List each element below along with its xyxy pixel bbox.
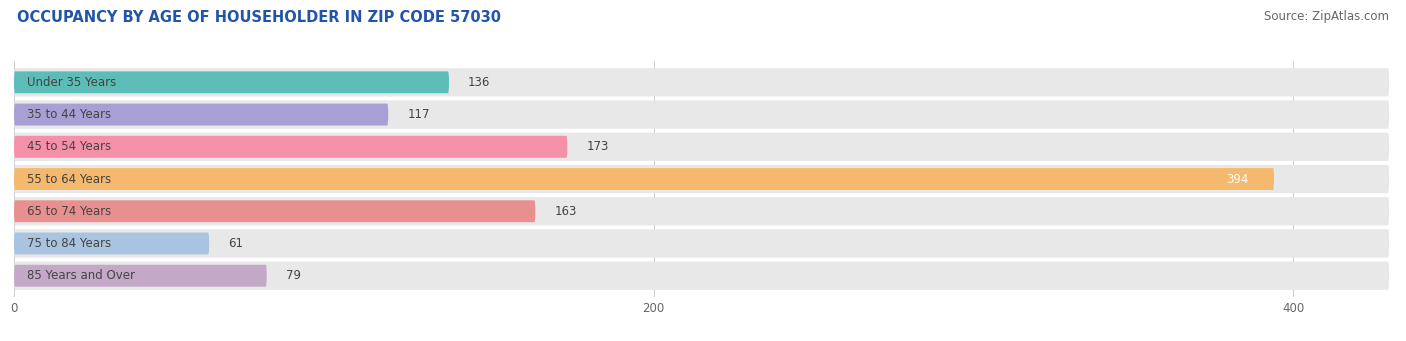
FancyBboxPatch shape (14, 168, 1274, 190)
Text: 65 to 74 Years: 65 to 74 Years (27, 205, 111, 218)
Text: 35 to 44 Years: 35 to 44 Years (27, 108, 111, 121)
Text: 163: 163 (554, 205, 576, 218)
FancyBboxPatch shape (14, 265, 267, 287)
Text: 394: 394 (1226, 173, 1249, 186)
Text: 61: 61 (228, 237, 243, 250)
Text: 75 to 84 Years: 75 to 84 Years (27, 237, 111, 250)
FancyBboxPatch shape (14, 136, 567, 158)
FancyBboxPatch shape (14, 68, 1389, 97)
Text: 136: 136 (468, 76, 491, 89)
FancyBboxPatch shape (14, 233, 209, 254)
Text: Source: ZipAtlas.com: Source: ZipAtlas.com (1264, 10, 1389, 23)
FancyBboxPatch shape (14, 104, 388, 125)
Text: OCCUPANCY BY AGE OF HOUSEHOLDER IN ZIP CODE 57030: OCCUPANCY BY AGE OF HOUSEHOLDER IN ZIP C… (17, 10, 501, 25)
FancyBboxPatch shape (14, 71, 449, 93)
FancyBboxPatch shape (14, 262, 1389, 290)
FancyBboxPatch shape (14, 229, 1389, 258)
FancyBboxPatch shape (14, 197, 1389, 225)
Text: 45 to 54 Years: 45 to 54 Years (27, 140, 111, 153)
Text: 79: 79 (285, 269, 301, 282)
FancyBboxPatch shape (14, 200, 536, 222)
FancyBboxPatch shape (14, 133, 1389, 161)
FancyBboxPatch shape (14, 100, 1389, 129)
Text: 173: 173 (586, 140, 609, 153)
Text: 85 Years and Over: 85 Years and Over (27, 269, 135, 282)
FancyBboxPatch shape (14, 165, 1389, 193)
Text: 117: 117 (408, 108, 430, 121)
Text: Under 35 Years: Under 35 Years (27, 76, 117, 89)
Text: 55 to 64 Years: 55 to 64 Years (27, 173, 111, 186)
